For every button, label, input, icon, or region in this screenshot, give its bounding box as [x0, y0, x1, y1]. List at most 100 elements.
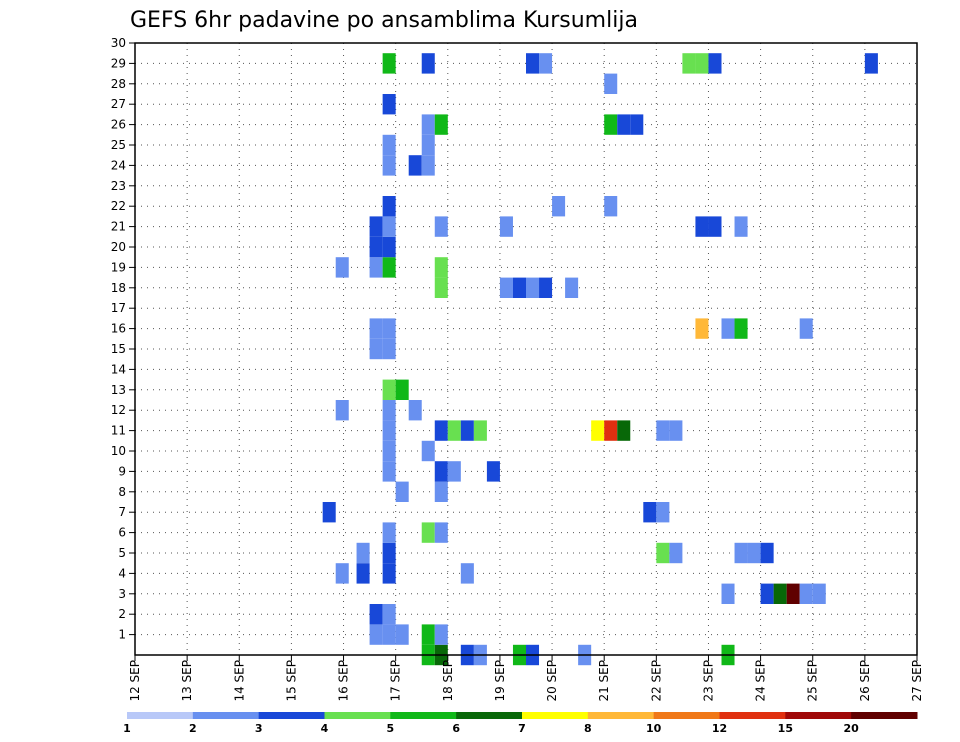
heatmap-cell: [382, 155, 396, 176]
heatmap-cell: [369, 257, 383, 278]
heatmap-cell: [682, 53, 696, 74]
heatmap-cell: [734, 318, 748, 339]
y-tick-label: 22: [111, 199, 126, 213]
y-tick-label: 14: [111, 362, 126, 376]
heatmap-cell: [434, 277, 448, 298]
colorbar-label: 2: [189, 722, 197, 735]
y-tick-label: 1: [118, 628, 126, 642]
heatmap-cell: [773, 583, 787, 604]
heatmap-cell: [382, 542, 396, 564]
y-tick-label: 5: [118, 546, 126, 560]
heatmap-cell: [434, 114, 448, 135]
heatmap-cell: [382, 236, 396, 258]
colorbar-label: 3: [255, 722, 263, 735]
heatmap-cell: [630, 114, 644, 135]
y-axis-ticks: 1234567891011121314151617181920212223242…: [111, 36, 135, 642]
heatmap-cell: [369, 318, 383, 339]
heatmap-cell: [721, 318, 735, 339]
heatmap-cell: [395, 481, 409, 502]
heatmap-cell: [747, 542, 761, 564]
colorbar-label: 5: [387, 722, 395, 735]
heatmap-cell: [526, 53, 540, 74]
heatmap-cell: [421, 522, 435, 543]
x-tick-label: 25 SEP: [806, 660, 820, 702]
heatmap-cell: [760, 542, 774, 564]
heatmap-cell: [760, 583, 774, 604]
heatmap-cell: [382, 400, 396, 421]
x-tick-label: 22 SEP: [649, 660, 663, 702]
heatmap-cell: [486, 461, 500, 482]
heatmap-cell: [499, 277, 513, 298]
y-tick-label: 10: [111, 444, 126, 458]
colorbar-swatch: [192, 712, 260, 719]
heatmap-cell: [356, 563, 370, 584]
y-tick-label: 18: [111, 281, 126, 295]
y-tick-label: 21: [111, 220, 126, 234]
heatmap-cell: [382, 318, 396, 339]
heatmap-cell: [408, 155, 422, 176]
y-tick-label: 8: [118, 485, 126, 499]
heatmap-cell: [382, 257, 396, 278]
heatmap-cell: [643, 502, 657, 523]
heatmap-cell: [382, 461, 396, 482]
y-tick-label: 25: [111, 138, 126, 152]
heatmap-cell: [604, 420, 618, 441]
y-tick-label: 17: [111, 301, 126, 315]
heatmap-cell: [421, 624, 435, 645]
x-tick-label: 19 SEP: [493, 660, 507, 702]
y-tick-label: 2: [118, 607, 126, 621]
y-tick-label: 29: [111, 56, 126, 70]
heatmap-cell: [708, 216, 722, 237]
heatmap-cell: [382, 94, 396, 115]
heatmap-cell: [382, 624, 396, 645]
heatmap-cell: [434, 522, 448, 543]
colorbar-label: 15: [778, 722, 793, 735]
heatmap-cell: [539, 277, 553, 298]
x-tick-label: 15 SEP: [284, 660, 298, 702]
heatmap-cell: [799, 318, 813, 339]
heatmap-cell: [669, 420, 683, 441]
x-tick-label: 16 SEP: [337, 660, 351, 702]
heatmap-cell: [382, 604, 396, 625]
x-tick-label: 24 SEP: [754, 660, 768, 702]
colorbar-swatch: [456, 712, 523, 719]
heatmap-cell: [382, 440, 396, 462]
heatmap-cell: [695, 318, 709, 339]
heatmap-cell: [408, 400, 422, 421]
heatmap-cell: [786, 583, 800, 604]
heatmap-cell: [799, 583, 813, 604]
y-tick-label: 15: [111, 342, 126, 356]
y-tick-label: 9: [118, 464, 126, 478]
heatmap-cell: [526, 277, 540, 298]
y-tick-label: 16: [111, 322, 126, 336]
heatmap-cell: [604, 114, 618, 135]
y-tick-label: 24: [111, 158, 126, 172]
colorbar-swatch: [587, 712, 655, 719]
heatmap-cell: [322, 502, 336, 523]
heatmap-cell: [335, 400, 349, 421]
heatmap-cell: [369, 236, 383, 258]
colorbar-label: 8: [584, 722, 592, 735]
y-tick-label: 19: [111, 260, 126, 274]
y-tick-label: 20: [111, 240, 126, 254]
heatmap-cell: [460, 420, 474, 441]
colorbar-swatch: [522, 712, 589, 719]
heatmap-cell: [335, 563, 349, 584]
y-tick-label: 13: [111, 383, 126, 397]
heatmap-cell: [460, 563, 474, 584]
colorbar-swatch: [390, 712, 457, 719]
x-axis-ticks: 12 SEP 13 SEP 14 SEP 15 SEP 16 SEP 17 SEP 18 S…: [128, 655, 924, 702]
y-tick-label: 23: [111, 179, 126, 193]
heatmap-cell: [617, 420, 631, 441]
x-tick-label: 26 SEP: [858, 660, 872, 702]
heatmap-cell: [669, 542, 683, 564]
x-tick-label: 14 SEP: [232, 660, 246, 702]
colorbar-label: 1: [123, 722, 131, 735]
heatmap-cell: [382, 216, 396, 237]
x-tick-label: 21 SEP: [597, 660, 611, 702]
heatmap-cell: [382, 522, 396, 543]
colorbar-label: 7: [518, 722, 526, 735]
colorbar-label: 4: [321, 722, 329, 735]
heatmap-cell: [591, 420, 605, 441]
heatmap-cell: [812, 583, 826, 604]
